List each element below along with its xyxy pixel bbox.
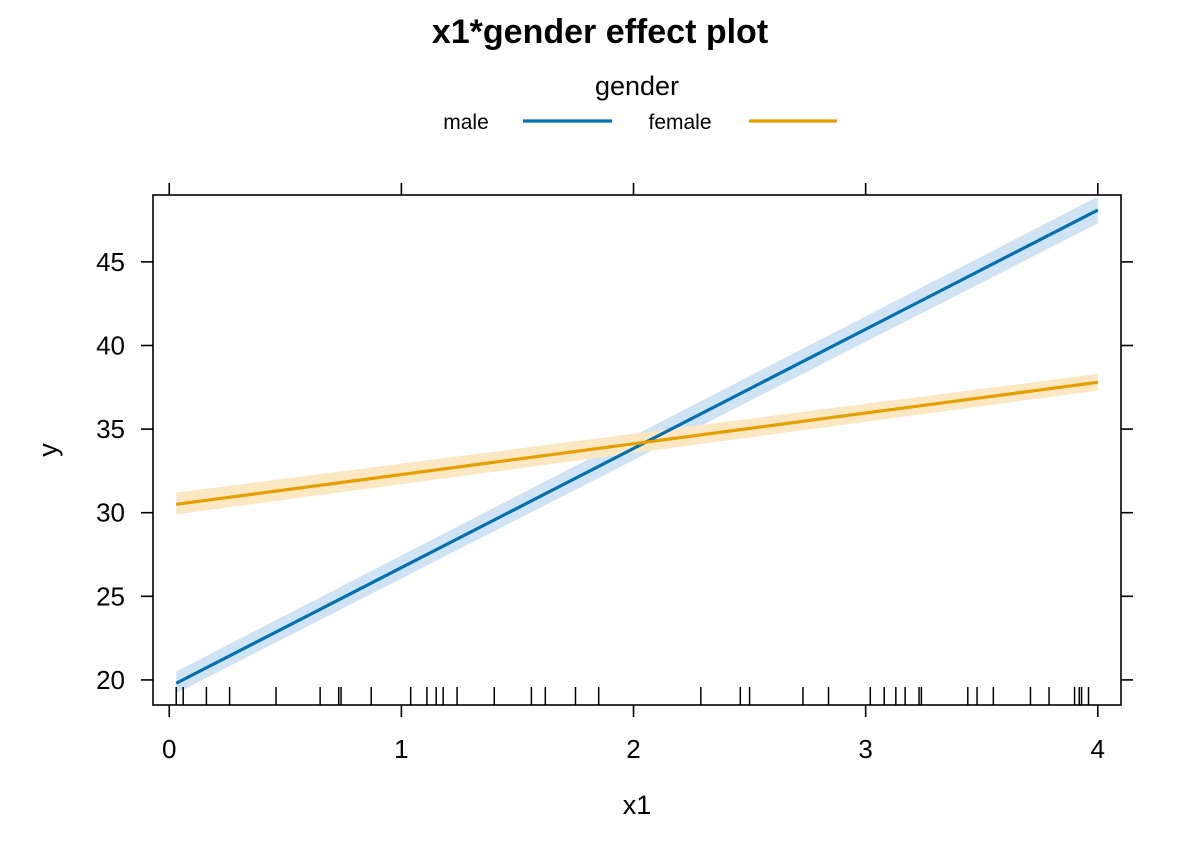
x-axis: 0 1 2 3 4: [162, 183, 1105, 764]
y-axis: 20 25 30 35 40 45: [96, 247, 1133, 695]
plot-frame: [152, 194, 1122, 706]
legend-title: gender: [595, 71, 679, 101]
x-tick-label: 1: [394, 734, 408, 764]
y-axis-label: y: [33, 443, 63, 457]
x-axis-label: x1: [623, 790, 652, 820]
y-tick-label: 25: [96, 581, 125, 611]
rug-ticks: [175, 687, 1090, 705]
x-tick-label: 0: [162, 734, 176, 764]
legend-label-female: female: [648, 111, 711, 134]
x-tick-label: 3: [858, 734, 872, 764]
y-tick-label: 45: [96, 247, 125, 277]
y-tick-label: 20: [96, 665, 125, 695]
x-tick-label: 2: [626, 734, 640, 764]
y-tick-label: 35: [96, 414, 125, 444]
x-tick-label: 4: [1091, 734, 1105, 764]
series-lines: [175, 208, 1099, 685]
series-line-female: [176, 380, 1098, 506]
series-line-male: [175, 208, 1099, 685]
chart-title: x1*gender effect plot: [432, 13, 768, 51]
legend: male female: [443, 111, 837, 134]
y-tick-label: 30: [96, 498, 125, 528]
legend-label-male: male: [443, 111, 489, 134]
y-tick-label: 40: [96, 330, 125, 360]
